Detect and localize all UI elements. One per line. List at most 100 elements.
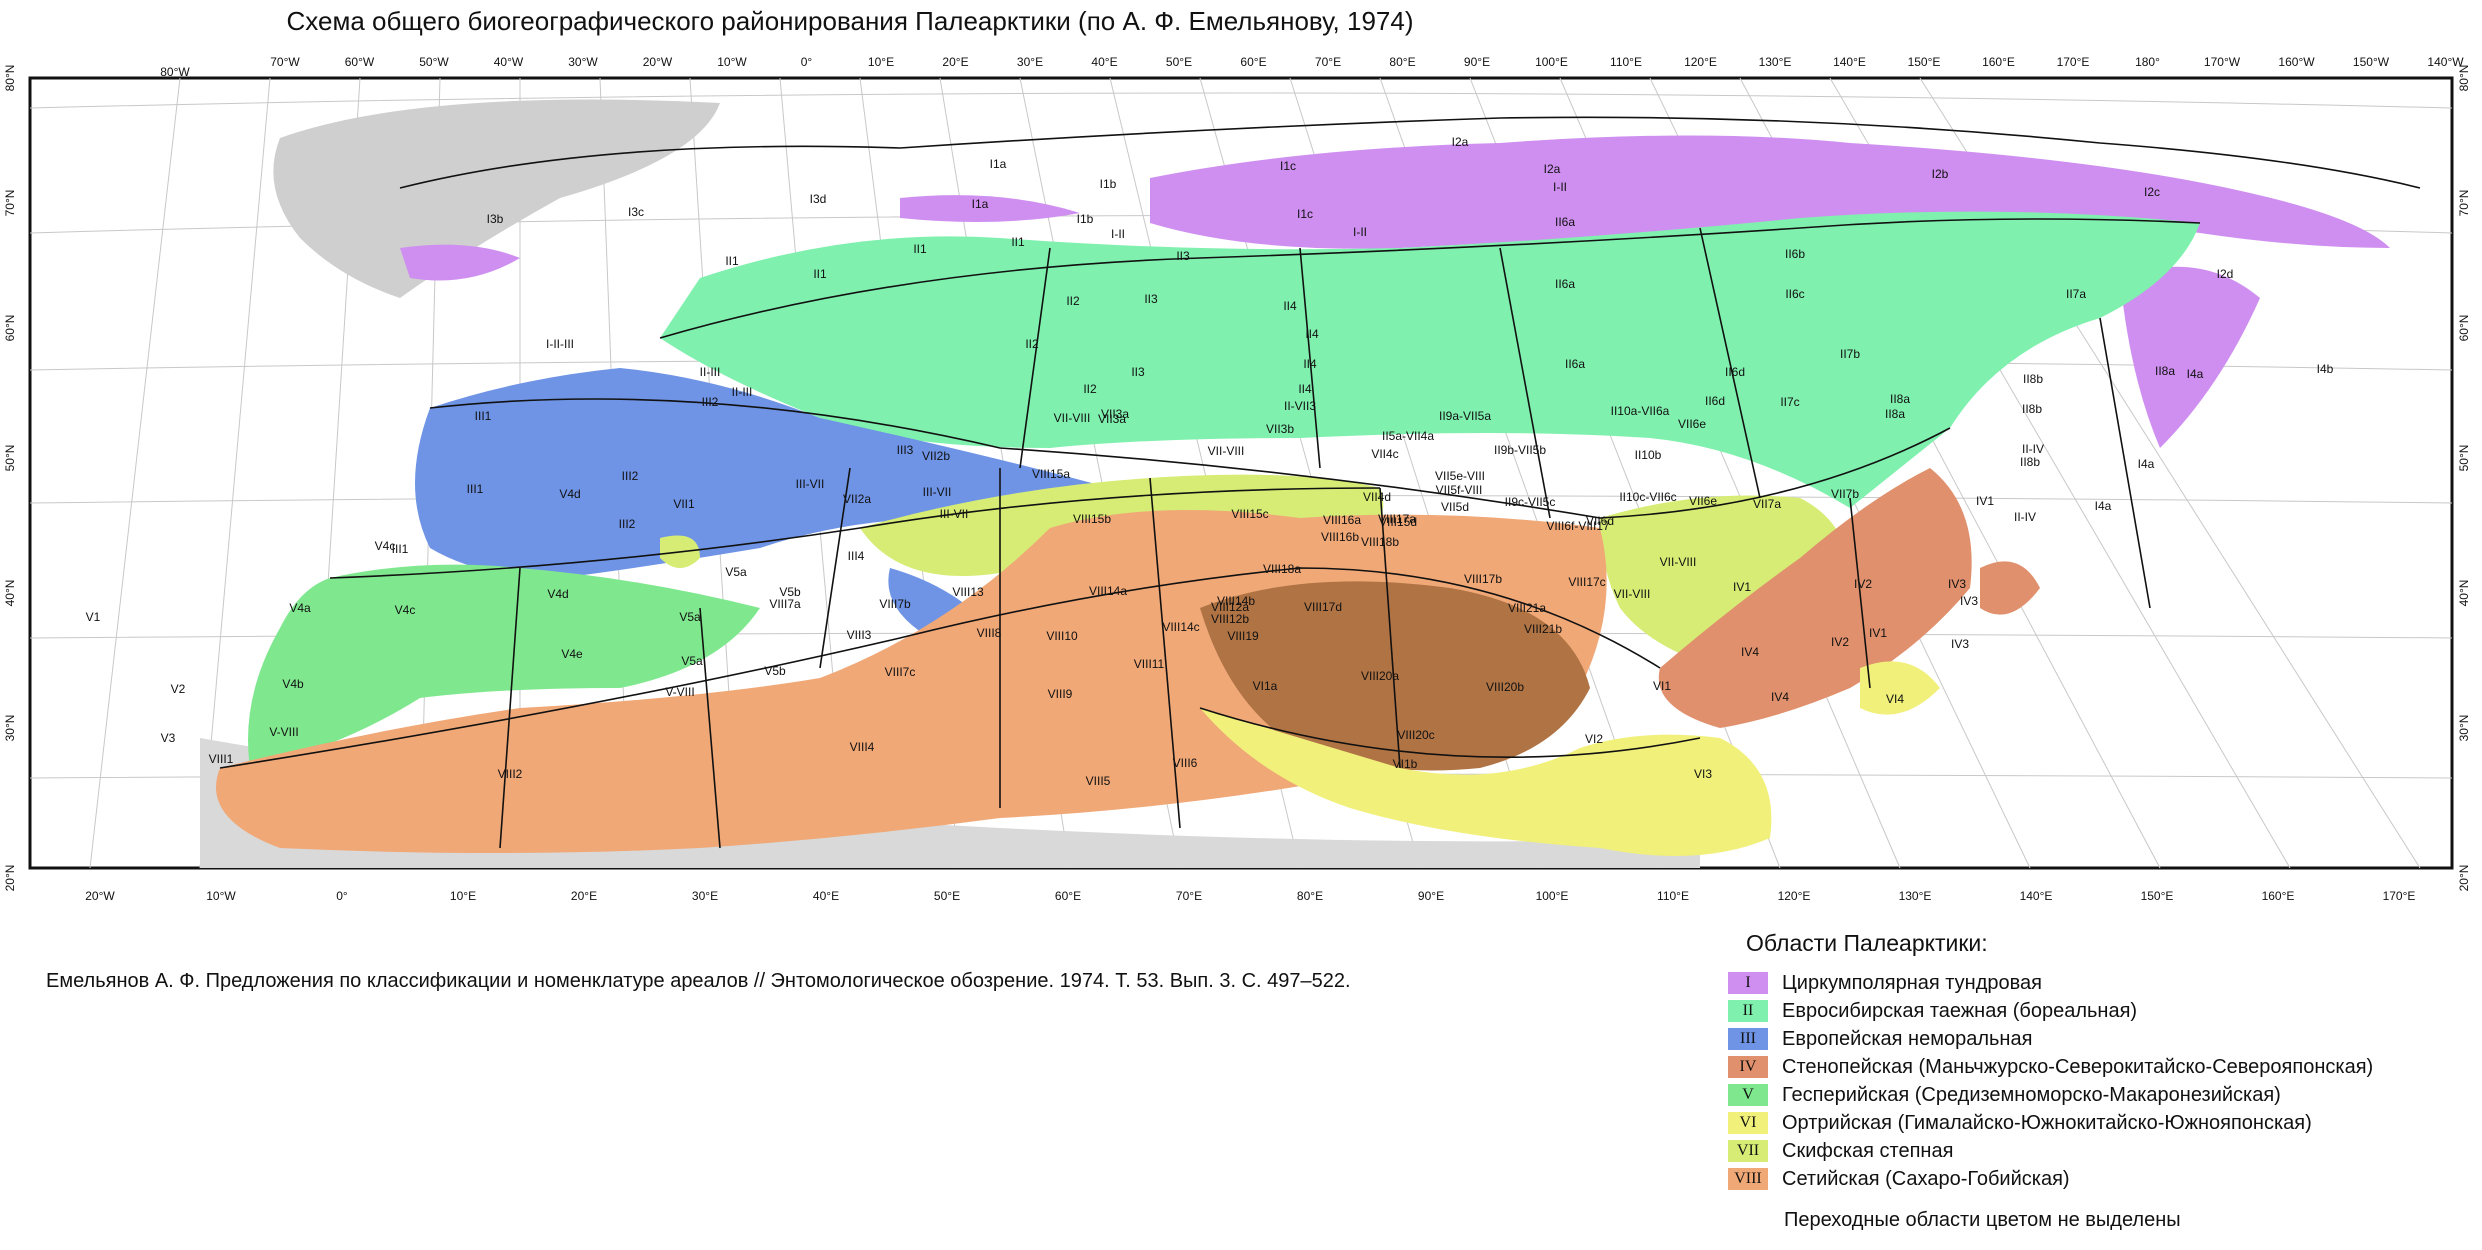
- latitude-tick-label: 50°N: [2457, 445, 2471, 472]
- region-label: III2: [702, 395, 719, 409]
- legend-label: Европейская неморальная: [1782, 1027, 2033, 1050]
- legend-swatch: VII: [1728, 1140, 1768, 1162]
- longitude-tick-label: 110°E: [1610, 55, 1642, 69]
- region-label: VIII17b: [1464, 572, 1502, 586]
- region-label: VII4c: [1371, 447, 1398, 461]
- region-label: I1c: [1280, 159, 1296, 173]
- region-III-nemoral: [415, 368, 1110, 578]
- region-label: VIII18b: [1361, 535, 1399, 549]
- region-label: I4a: [2095, 499, 2112, 513]
- region-label: VII-VIII: [1054, 411, 1091, 425]
- citation-text: Емельянов А. Ф. Предложения по классифик…: [46, 970, 1351, 992]
- region-label: II9c-VII5c: [1505, 495, 1556, 509]
- region-label: II4: [1305, 327, 1319, 341]
- longitude-tick-label: 170°E: [2057, 55, 2090, 69]
- legend-note: Переходные области цветом не выделены: [1784, 1209, 2181, 1231]
- region-label: VI2: [1585, 732, 1603, 746]
- region-IV-korea: [1980, 561, 2040, 615]
- latitude-tick-label: 80°N: [2457, 65, 2471, 92]
- latitude-tick-label: 30°N: [3, 715, 17, 742]
- region-label: V4a: [289, 601, 311, 615]
- legend-item: II Евросибирская таежная (бореальная): [1728, 997, 2448, 1025]
- region-label: VIII14a: [1089, 584, 1127, 598]
- region-label: I-II: [1353, 225, 1367, 239]
- region-V-mediterranean: [248, 564, 760, 768]
- longitude-tick-label: 140°E: [2020, 889, 2053, 903]
- region-label: VII3b: [1266, 422, 1294, 436]
- latitude-tick-label: 30°N: [2457, 715, 2471, 742]
- region-label: II8b: [2022, 402, 2042, 416]
- region-label: II9b-VII5b: [1494, 443, 1546, 457]
- region-I-kola: [900, 195, 1080, 222]
- region-label: II3: [1176, 249, 1190, 263]
- map-frame: 80°W 70°W 60°W 50°W 40°W 30°W 20°W 10°W 0° 10°E 20…: [0, 48, 2482, 928]
- legend-item: IV Стенопейская (Маньчжурско-Северокитайс…: [1728, 1053, 2448, 1081]
- region-label: II-IV: [2014, 510, 2036, 524]
- region-label: VIII16b: [1321, 530, 1359, 544]
- region-label: VIII12b: [1211, 612, 1249, 626]
- region-label: VIII3: [847, 628, 872, 642]
- region-label: VIII6f-VIII17: [1546, 519, 1610, 533]
- region-label: VII7b: [1831, 487, 1859, 501]
- region-label: IV4: [1741, 645, 1759, 659]
- region-label: V5a: [725, 565, 747, 579]
- region-label: VII2a: [843, 492, 871, 506]
- region-label: II-VII3: [1284, 399, 1316, 413]
- region-label: VII5e-VIII: [1435, 469, 1485, 483]
- region-label: II10c-VII6c: [1619, 490, 1676, 504]
- longitude-tick-label: 160°E: [1982, 55, 2015, 69]
- legend-item: VI Ортрийская (Гималайско-Южнокитайско-Юж…: [1728, 1109, 2448, 1137]
- region-label: II2: [1066, 294, 1080, 308]
- region-label: VIII21a: [1508, 601, 1546, 615]
- region-label: VII7a: [1753, 497, 1781, 511]
- longitude-tick-label: 120°E: [1778, 889, 1811, 903]
- region-label: I1a: [972, 197, 989, 211]
- region-label: VIII7b: [879, 597, 911, 611]
- longitude-tick-label: 70°W: [270, 55, 300, 69]
- longitude-tick-label: 130°E: [1899, 889, 1932, 903]
- region-label: VIII15b: [1073, 512, 1111, 526]
- legend-item: I Циркумполярная тундровая: [1728, 969, 2448, 997]
- longitude-tick-label: 150°E: [2141, 889, 2174, 903]
- region-label: V1: [86, 610, 101, 624]
- latitude-tick-label: 70°N: [2457, 190, 2471, 217]
- region-label: III4: [848, 549, 865, 563]
- longitude-tick-label: 150°W: [2353, 55, 2390, 69]
- region-label: V4d: [559, 487, 580, 501]
- region-label: I1b: [1100, 177, 1117, 191]
- map-canvas[interactable]: 80°W 70°W 60°W 50°W 40°W 30°W 20°W 10°W 0° 10°E 20…: [0, 48, 2482, 928]
- region-label: I-II: [1553, 180, 1567, 194]
- region-label: VII3a: [1101, 407, 1129, 421]
- region-label: IV4: [1771, 690, 1789, 704]
- longitude-tick-label: 80°E: [1389, 55, 1415, 69]
- region-label: V4c: [395, 603, 416, 617]
- region-label: III-VII: [940, 507, 969, 521]
- region-label: II-III: [732, 385, 753, 399]
- region-label: III1: [392, 542, 409, 556]
- region-label: VII6e: [1678, 417, 1706, 431]
- legend-swatch: VIII: [1728, 1168, 1768, 1190]
- region-label: VIII5: [1086, 774, 1111, 788]
- region-label: V4e: [561, 647, 583, 661]
- region-label: II7a: [2066, 287, 2086, 301]
- region-label: IV2: [1831, 635, 1849, 649]
- longitude-tick-label: 50°E: [934, 889, 960, 903]
- region-label: VIII17c: [1568, 575, 1605, 589]
- legend-item: III Европейская неморальная: [1728, 1025, 2448, 1053]
- region-label: I3c: [628, 205, 644, 219]
- region-IV-stenopean: [1658, 468, 1972, 728]
- legend-label: Стенопейская (Маньчжурско-Северокитайско…: [1782, 1055, 2374, 1078]
- legend-label: Ортрийская (Гималайско-Южнокитайско-Южно…: [1782, 1111, 2312, 1134]
- region-label: VIII4: [850, 740, 875, 754]
- region-label: I-II: [1111, 227, 1125, 241]
- region-label: VIII6: [1173, 756, 1198, 770]
- longitude-tick-label: 30°E: [692, 889, 718, 903]
- region-label: VIII7c: [885, 665, 916, 679]
- region-label: VIII12a: [1211, 600, 1249, 614]
- region-label: III1: [475, 409, 492, 423]
- longitude-tick-label: 140°E: [1833, 55, 1866, 69]
- region-label: II6a: [1555, 215, 1575, 229]
- region-label: VIII15d: [1379, 515, 1417, 529]
- region-label: II6c: [1785, 287, 1804, 301]
- region-label: II8a: [2155, 364, 2175, 378]
